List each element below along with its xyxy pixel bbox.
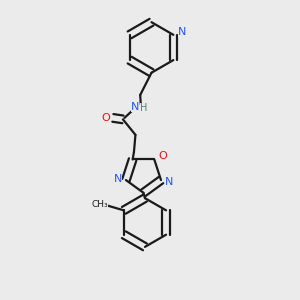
- Text: N: N: [113, 174, 122, 184]
- Text: O: O: [158, 152, 167, 161]
- Text: N: N: [178, 27, 186, 38]
- Text: H: H: [140, 103, 147, 113]
- Text: N: N: [131, 102, 139, 112]
- Text: O: O: [102, 113, 110, 123]
- Text: CH₃: CH₃: [92, 200, 108, 209]
- Text: N: N: [165, 177, 173, 187]
